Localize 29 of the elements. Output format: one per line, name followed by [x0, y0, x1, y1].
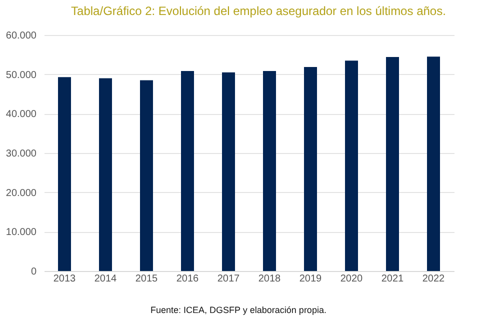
- y-tick-label: 20.000: [6, 188, 37, 199]
- y-tick-label: 10.000: [6, 227, 37, 238]
- x-tick-label: 2018: [258, 274, 282, 284]
- x-tick-label: 2015: [135, 274, 158, 284]
- bar: [222, 72, 235, 271]
- x-tick-label: 2022: [422, 274, 446, 284]
- x-tick-label: 2021: [381, 274, 404, 284]
- x-tick-label: 2016: [176, 274, 200, 284]
- y-tick-label: 0: [30, 266, 37, 278]
- x-tick-label: 2020: [340, 274, 364, 284]
- x-tick-label: 2019: [299, 274, 322, 284]
- source-note: Fuente: ICEA, DGSFP y elaboración propia.: [150, 305, 328, 315]
- y-tick-label: 40.000: [6, 109, 37, 120]
- bar: [99, 78, 112, 271]
- chart-title: Tabla/Gráfico 2: Evolución del empleo asegurador en los últimos años.: [70, 3, 447, 20]
- bar: [263, 70, 276, 271]
- x-tick-label: 2017: [217, 274, 240, 284]
- bar: [58, 77, 71, 271]
- bar: [140, 80, 153, 271]
- bar: [181, 70, 194, 271]
- y-tick-label: 30.000: [6, 148, 37, 160]
- x-tick-label: 2013: [53, 274, 76, 284]
- x-tick-label: 2014: [94, 274, 118, 284]
- y-tick-label: 50.000: [6, 70, 37, 81]
- bar: [304, 67, 317, 271]
- y-tick-label: 60.000: [6, 30, 37, 42]
- bar: [386, 57, 399, 271]
- bar: [345, 60, 358, 271]
- bar: [427, 56, 440, 271]
